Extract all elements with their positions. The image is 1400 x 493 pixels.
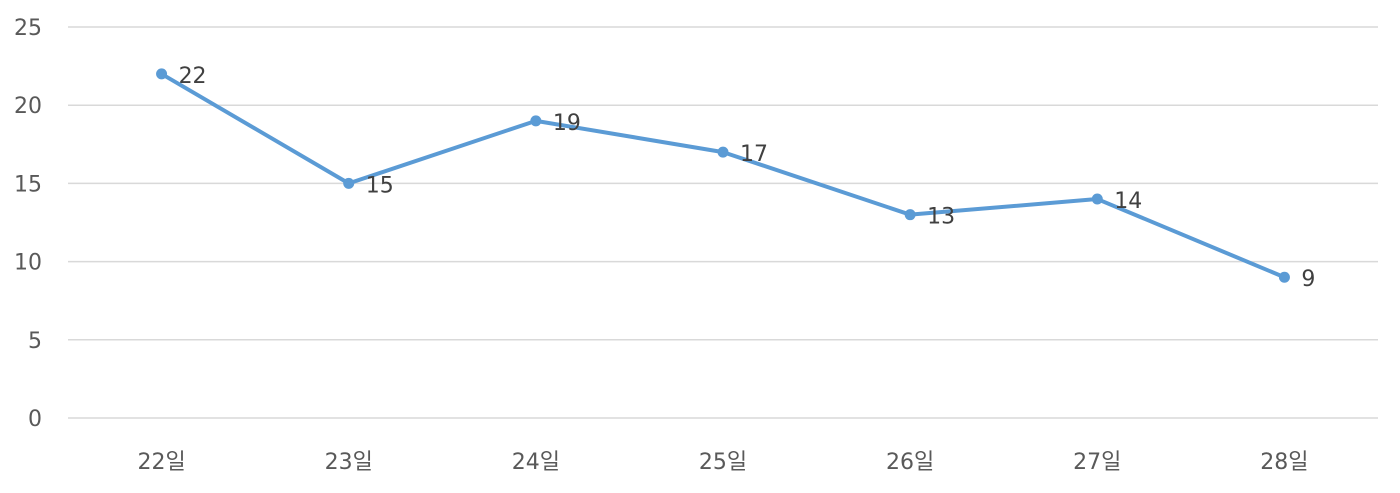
x-tick-label: 24일 (512, 450, 560, 475)
y-axis: 0 5 10 15 20 25 (14, 16, 42, 432)
data-labels: 22 15 19 17 13 14 9 (179, 64, 1316, 292)
x-tick-label: 27일 (1073, 450, 1121, 475)
data-label: 22 (179, 64, 207, 89)
y-tick-label: 25 (14, 16, 42, 41)
data-point (904, 209, 916, 221)
data-point (156, 68, 168, 80)
y-tick-label: 10 (14, 251, 42, 276)
x-tick-label: 25일 (699, 450, 747, 475)
x-axis: 22일 23일 24일 25일 26일 27일 28일 (137, 450, 1308, 475)
data-label: 17 (740, 142, 768, 167)
data-label: 13 (927, 205, 955, 230)
x-tick-label: 28일 (1260, 450, 1308, 475)
data-point (717, 146, 729, 158)
data-point (530, 115, 542, 127)
data-label: 19 (553, 111, 581, 136)
y-gridlines (68, 26, 1378, 419)
series-group (156, 68, 1290, 283)
x-tick-label: 23일 (325, 450, 373, 475)
x-tick-label: 26일 (886, 450, 934, 475)
y-tick-label: 0 (28, 407, 42, 432)
data-point (343, 177, 355, 189)
data-point (1091, 193, 1103, 205)
y-tick-label: 15 (14, 172, 42, 197)
series-line (159, 71, 1287, 280)
y-tick-label: 5 (28, 329, 42, 354)
data-label: 14 (1114, 189, 1142, 214)
data-label: 15 (366, 173, 394, 198)
data-point (1278, 271, 1290, 283)
y-tick-label: 20 (14, 94, 42, 119)
x-tick-label: 22일 (137, 450, 185, 475)
data-label: 9 (1301, 267, 1315, 292)
